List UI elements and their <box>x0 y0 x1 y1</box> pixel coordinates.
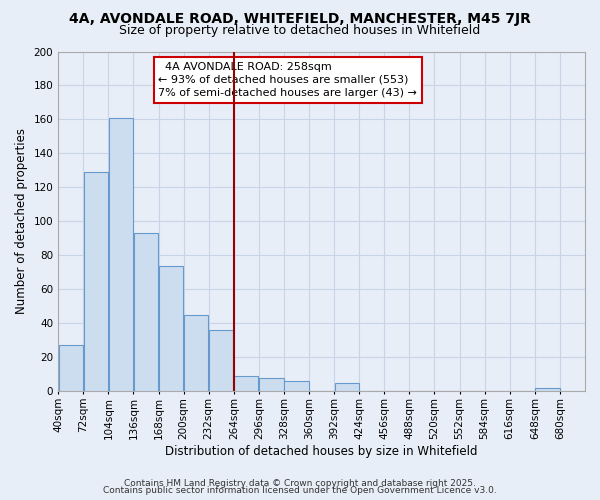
Text: Contains public sector information licensed under the Open Government Licence v3: Contains public sector information licen… <box>103 486 497 495</box>
Bar <box>159 266 183 392</box>
Text: 4A, AVONDALE ROAD, WHITEFIELD, MANCHESTER, M45 7JR: 4A, AVONDALE ROAD, WHITEFIELD, MANCHESTE… <box>69 12 531 26</box>
Y-axis label: Number of detached properties: Number of detached properties <box>15 128 28 314</box>
Bar <box>284 381 308 392</box>
Bar <box>59 346 83 392</box>
Text: Size of property relative to detached houses in Whitefield: Size of property relative to detached ho… <box>119 24 481 37</box>
Bar <box>83 172 108 392</box>
Bar <box>209 330 233 392</box>
Bar <box>535 388 560 392</box>
Bar <box>184 315 208 392</box>
Text: Contains HM Land Registry data © Crown copyright and database right 2025.: Contains HM Land Registry data © Crown c… <box>124 478 476 488</box>
Bar <box>134 234 158 392</box>
Bar <box>335 383 359 392</box>
Bar <box>259 378 284 392</box>
Bar <box>109 118 133 392</box>
Bar <box>234 376 259 392</box>
Text: 4A AVONDALE ROAD: 258sqm
← 93% of detached houses are smaller (553)
7% of semi-d: 4A AVONDALE ROAD: 258sqm ← 93% of detach… <box>158 62 417 98</box>
X-axis label: Distribution of detached houses by size in Whitefield: Distribution of detached houses by size … <box>166 444 478 458</box>
